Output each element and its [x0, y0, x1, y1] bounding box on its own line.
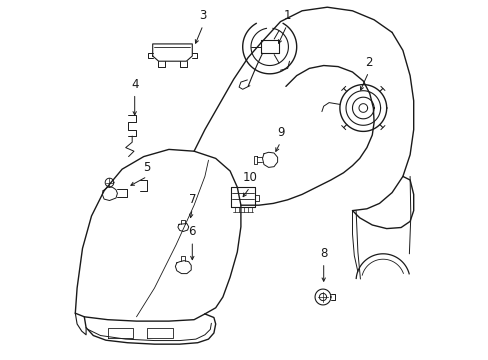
Text: 2: 2 [364, 56, 372, 69]
Text: 1: 1 [283, 9, 290, 22]
Text: 5: 5 [143, 161, 151, 174]
Text: 9: 9 [276, 126, 284, 139]
Text: 4: 4 [131, 78, 138, 91]
Text: 7: 7 [188, 193, 196, 206]
Text: 10: 10 [242, 171, 257, 184]
Text: 3: 3 [199, 9, 206, 22]
Text: 6: 6 [188, 225, 196, 238]
Text: 8: 8 [319, 247, 327, 260]
